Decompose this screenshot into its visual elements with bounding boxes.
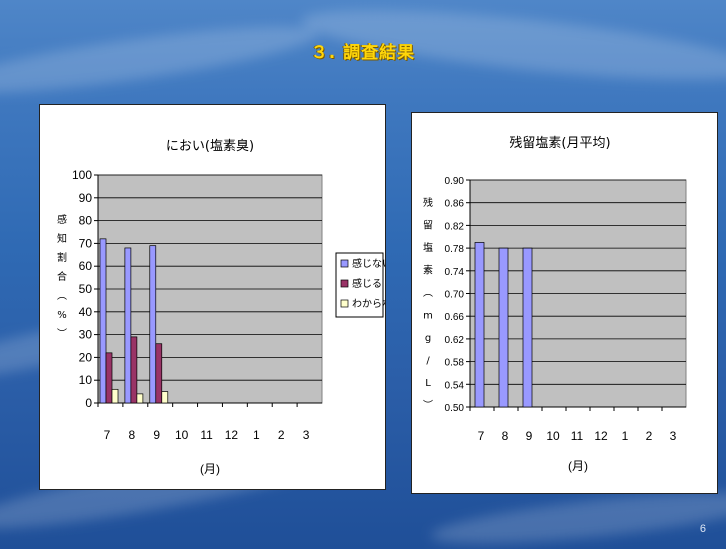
- chlorine-chart: 残留塩素(月平均) 0.50 0.54 0.58 0.62 0.66 0.70 0.74 0.7…: [423, 136, 687, 473]
- y-tick-label: 0.66: [445, 312, 465, 323]
- y-axis-label-char: 素: [423, 264, 433, 277]
- page-number: 6: [699, 523, 706, 535]
- y-tick-label: 0.54: [445, 380, 465, 391]
- y-axis-label-char: 残: [423, 196, 433, 209]
- y-axis-label-char: 塩: [423, 241, 433, 254]
- y-axis-label-char: 知: [57, 232, 67, 245]
- x-tick-label: 11: [571, 429, 584, 443]
- x-tick-label: 1: [622, 429, 629, 443]
- y-axis-label-char: %: [57, 310, 67, 321]
- chlorine-chart-panel: 残留塩素(月平均) 0.50 0.54 0.58 0.62 0.66 0.70 0.74 0.7…: [411, 112, 718, 494]
- legend-label: 感じる: [352, 277, 382, 290]
- legend-label: 感じない: [352, 257, 385, 270]
- y-axis-label-char: ︵: [57, 291, 67, 302]
- x-tick-label: 8: [129, 428, 136, 442]
- x-axis-label: (月): [200, 462, 220, 476]
- x-tick-label: 11: [200, 428, 213, 442]
- y-axis-label-char: /: [426, 356, 430, 367]
- y-axis-label-char: ︵: [423, 288, 433, 299]
- y-axis-label-char: g: [425, 333, 431, 344]
- x-tick-label: 9: [526, 429, 533, 443]
- bar-1: [522, 247, 533, 408]
- y-axis-label-char: m: [423, 311, 433, 322]
- y-tick-label: 70: [79, 236, 93, 250]
- y-tick-label: 0.74: [445, 267, 465, 278]
- bar-3: [111, 388, 119, 404]
- y-tick-label: 50: [79, 282, 93, 296]
- legend-swatch: [340, 299, 349, 308]
- y-axis-label-char: 留: [423, 219, 433, 232]
- y-tick-label: 80: [79, 214, 93, 228]
- bar-1: [149, 245, 157, 404]
- x-tick-label: 1: [253, 428, 260, 442]
- y-tick-label: 40: [79, 305, 93, 319]
- y-axis-label-char: 感: [57, 213, 67, 226]
- y-tick-label: 0.86: [445, 199, 465, 210]
- x-tick-label: 3: [303, 428, 310, 442]
- y-tick-label: 0.50: [445, 403, 465, 414]
- y-tick-label: 20: [79, 350, 93, 364]
- x-tick-label: 10: [175, 428, 189, 442]
- legend-swatch: [340, 259, 349, 268]
- odor-chart-panel: におい(塩素臭) 0 10 20 30 40 50 60 70 80 90 100 7 8 9 10 11 12 1…: [39, 104, 402, 490]
- x-tick-label: 2: [278, 428, 285, 442]
- y-axis-label-char: 割: [57, 251, 67, 264]
- x-tick-label: 8: [502, 429, 509, 443]
- x-tick-label: 10: [546, 429, 560, 443]
- y-tick-label: 10: [79, 373, 93, 387]
- x-tick-label: 7: [104, 428, 111, 442]
- legend-swatch: [340, 279, 349, 288]
- y-tick-label: 0.90: [445, 176, 465, 187]
- legend-label: わからない: [352, 298, 385, 310]
- y-tick-label: 0.82: [445, 221, 465, 232]
- chart-title: におい(塩素臭): [166, 139, 254, 154]
- bar-1: [99, 238, 107, 404]
- bar-3: [136, 393, 144, 404]
- y-axis-label-char: L: [425, 378, 431, 389]
- bar-3: [161, 391, 169, 404]
- y-tick-label: 0.58: [445, 358, 465, 369]
- bar-2: [155, 343, 163, 404]
- x-tick-label: 7: [478, 429, 485, 443]
- bar-2: [130, 336, 138, 404]
- bar-1: [124, 247, 132, 404]
- x-tick-label: 12: [594, 429, 608, 443]
- y-tick-label: 60: [79, 259, 93, 273]
- y-tick-label: 0.78: [445, 244, 465, 255]
- y-tick-label: 90: [79, 191, 93, 205]
- x-tick-label: 2: [646, 429, 653, 443]
- slide-title: ３. 調査結果: [310, 43, 416, 63]
- y-tick-label: 0.70: [445, 290, 465, 301]
- bar-1: [498, 247, 509, 408]
- y-tick-label: 0.62: [445, 335, 465, 346]
- y-tick-label: 30: [79, 328, 93, 342]
- x-tick-label: 9: [153, 428, 160, 442]
- chart-title: 残留塩素(月平均): [509, 136, 610, 151]
- x-tick-label: 3: [670, 429, 677, 443]
- bar-1: [474, 242, 485, 408]
- bar-2: [105, 352, 113, 404]
- x-tick-label: 12: [225, 428, 239, 442]
- y-tick-label: 100: [72, 168, 92, 182]
- y-tick-label: 0: [85, 396, 92, 410]
- y-axis-label-char: 合: [57, 270, 67, 283]
- y-axis-label-char: ︶: [423, 400, 433, 412]
- y-axis-label-char: ︶: [57, 328, 67, 340]
- x-axis-label: (月): [568, 459, 588, 473]
